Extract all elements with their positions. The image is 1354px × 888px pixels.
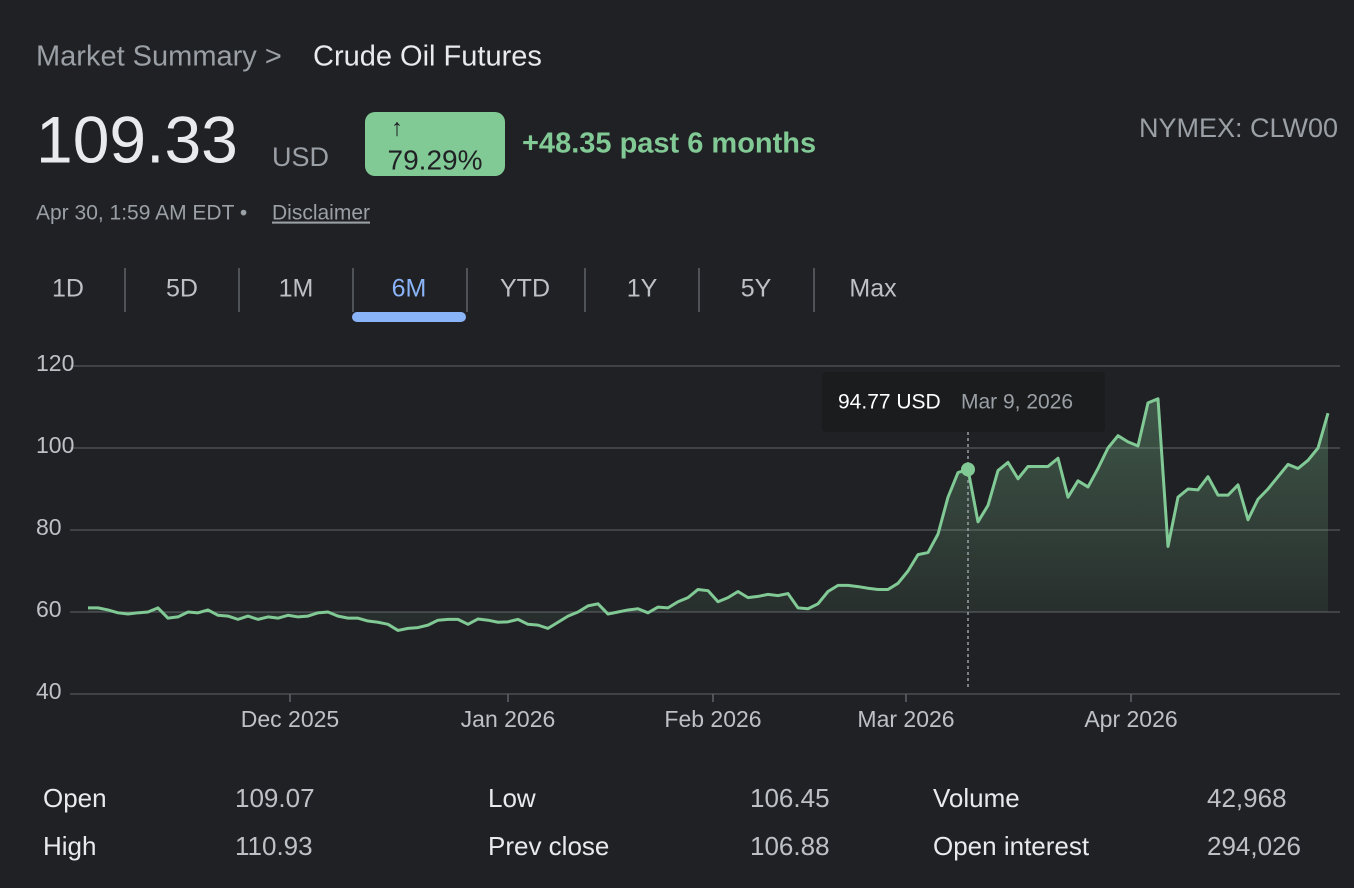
breadcrumb[interactable]: Market Summary > xyxy=(36,41,282,73)
tooltip-date: Mar 9, 2026 xyxy=(961,391,1073,414)
x-tick-label: Apr 2026 xyxy=(1084,706,1177,732)
stat-value: 106.88 xyxy=(750,831,830,861)
stats-table: Open 109.07 Low 106.45 Volume 42,968 High 110.9… xyxy=(43,783,1301,861)
range-tab[interactable]: 1M xyxy=(279,275,314,303)
hover-point xyxy=(961,462,975,477)
stat-value: 109.07 xyxy=(235,783,315,813)
arrow: ↑ xyxy=(391,114,403,141)
area xyxy=(88,398,1328,631)
stat-label: High xyxy=(43,831,96,861)
stat-value: 294,026 xyxy=(1207,831,1301,861)
stat-label: Volume xyxy=(933,783,1020,813)
x-tick-label: Feb 2026 xyxy=(664,706,761,732)
stat-value: 42,968 xyxy=(1207,783,1287,813)
exchange: NYMEX: CLW00 xyxy=(1139,113,1338,143)
range-tab[interactable]: Max xyxy=(849,275,897,303)
range-tab[interactable]: 1Y xyxy=(627,275,658,303)
y-tick-label: 60 xyxy=(36,596,62,622)
x-tick-label: Dec 2025 xyxy=(241,706,339,732)
price-line xyxy=(88,397,1330,632)
change-text: +48.35 past 6 months xyxy=(522,128,816,160)
change-pct: 79.29% xyxy=(388,144,483,175)
price: 109.33 xyxy=(36,102,238,176)
range-tabs: 1D 5D 1M 6M YTD 1Y 5Y Max xyxy=(52,268,897,322)
stat-value: 110.93 xyxy=(235,831,313,861)
x-tick-label: Jan 2026 xyxy=(461,706,556,732)
range-tab[interactable]: YTD xyxy=(500,275,550,303)
stat-label: Low xyxy=(488,783,536,813)
stat-label: Open interest xyxy=(933,831,1090,861)
y-tick-label: 120 xyxy=(36,350,74,376)
range-tab[interactable]: 5Y xyxy=(741,275,772,303)
range-tab[interactable]: 5D xyxy=(166,275,198,303)
timestamp: Apr 30, 1:59 AM EDT • xyxy=(36,202,247,225)
y-tick-label: 40 xyxy=(36,678,62,704)
range-tab[interactable]: 1D xyxy=(52,275,84,303)
y-tick-label: 100 xyxy=(36,432,74,458)
x-tick-label: Mar 2026 xyxy=(857,706,954,732)
change-badge xyxy=(365,112,505,176)
range-tab[interactable]: 6M xyxy=(392,275,427,303)
page-title: Crude Oil Futures xyxy=(313,41,542,73)
stat-label: Prev close xyxy=(488,831,609,861)
disclaimer-link[interactable]: Disclaimer xyxy=(272,202,370,225)
currency: USD xyxy=(272,142,329,172)
active-tab-indicator xyxy=(352,312,466,322)
tooltip-box xyxy=(822,372,1105,432)
stat-value: 106.45 xyxy=(750,783,830,813)
y-tick-label: 80 xyxy=(36,514,62,540)
tooltip-price: 94.77 USD xyxy=(838,391,941,414)
stat-label: Open xyxy=(43,783,107,813)
chart: 40 60 80 100 120 Dec 2025 Jan 2026 Feb 2026 Mar … xyxy=(36,350,1340,732)
